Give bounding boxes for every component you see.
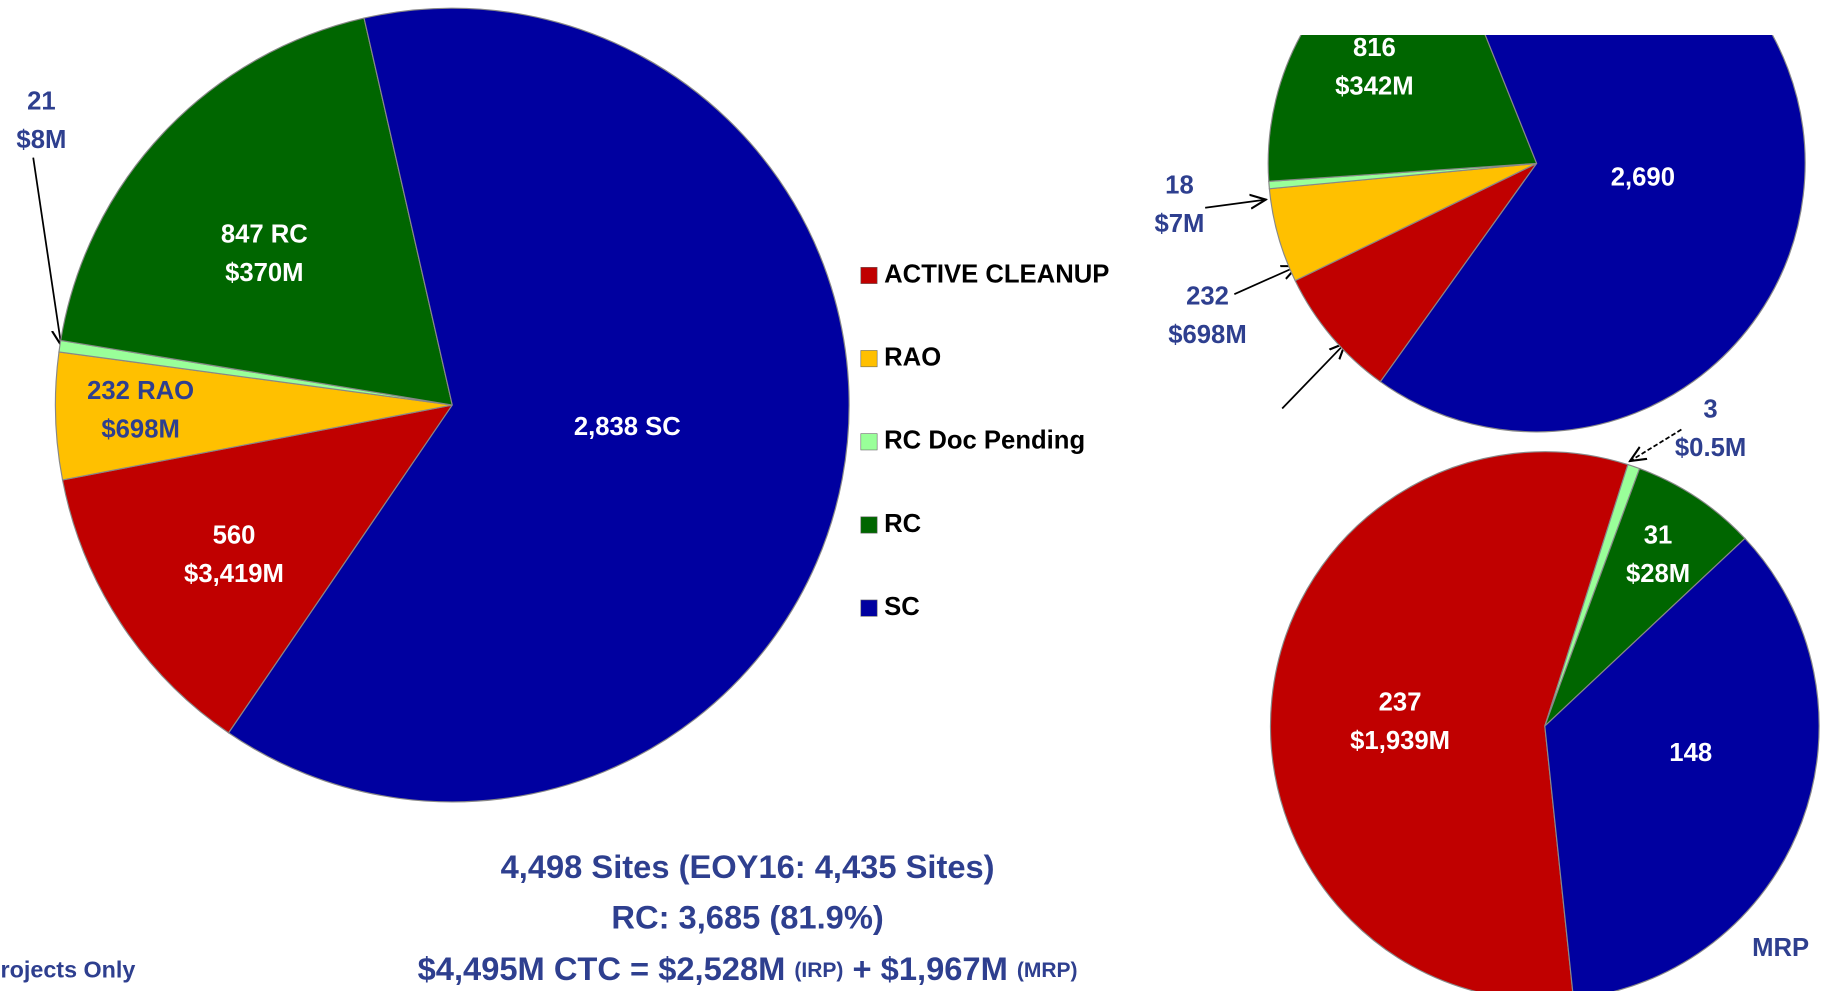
legend-label: SC: [884, 593, 920, 621]
summary-part: + $1,967M: [843, 950, 1016, 987]
footnote: rojects Only: [1, 956, 136, 982]
pie-slice: [1379, 35, 1806, 433]
legend-swatch: [860, 350, 878, 368]
arrow: [1205, 200, 1266, 208]
cost-label: $28M: [1626, 560, 1690, 588]
cost-label: $1,939M: [1350, 727, 1450, 755]
arrow: [32, 157, 61, 346]
pie-slice: [60, 17, 454, 406]
data-label: 18: [1165, 172, 1194, 200]
pie-slice: [1544, 537, 1820, 996]
cost-label: $370M: [225, 259, 303, 287]
cost-label: $0.5M: [1675, 434, 1746, 462]
data-label: 148: [1669, 739, 1712, 767]
data-label: 232 RAO: [87, 377, 194, 405]
cost-label: $7M: [1155, 210, 1205, 238]
cost-label: $3,419M: [184, 560, 284, 588]
data-label: 21: [27, 87, 56, 115]
cost-label: $698M: [101, 415, 179, 443]
legend-label: RAO: [884, 343, 941, 371]
pie: [1267, 35, 1806, 433]
cost-label: $342M: [1335, 72, 1413, 100]
data-label: 560: [213, 522, 256, 550]
data-label: 31: [1644, 522, 1673, 550]
summary-line: RC: 3,685 (81.9%): [611, 898, 883, 935]
data-label: 3: [1703, 396, 1717, 424]
data-label: 237: [1379, 689, 1422, 717]
legend-swatch: [860, 516, 878, 534]
summary-line: 4,498 Sites (EOY16: 4,435 Sites): [501, 848, 995, 885]
summary-part: (IRP): [794, 959, 843, 982]
data-label: 847 RC: [221, 221, 308, 249]
pie-slice: [1544, 467, 1746, 727]
pie-slice: [61, 404, 454, 734]
pie-slice: [227, 7, 850, 803]
cost-label: $8M: [16, 126, 66, 154]
cost-label: $1,480M: [1205, 414, 1305, 442]
data-label: 2,690: [1611, 163, 1675, 191]
data-label: 2,838 SC: [574, 413, 681, 441]
pie-slice: [1267, 35, 1538, 182]
legend-swatch: [860, 433, 878, 451]
data-label: 232: [1186, 282, 1229, 310]
summary-part: $4,495M CTC = $2,528M: [418, 950, 795, 987]
pie: [54, 7, 850, 803]
pie-slice: [1294, 162, 1538, 383]
data-label: 323: [1234, 376, 1277, 404]
pie: [1270, 451, 1820, 996]
pie-title: MRP: [1752, 934, 1809, 962]
data-label: 816: [1353, 34, 1396, 62]
legend-label: RC Doc Pending: [884, 427, 1085, 455]
legend-label: RC: [884, 510, 921, 538]
legend-label: ACTIVE CLEANUP: [884, 260, 1109, 288]
arrow: [1281, 343, 1345, 410]
cost-label: $698M: [1168, 321, 1246, 349]
pie-slice: [1270, 451, 1629, 996]
legend-swatch: [860, 267, 878, 284]
arrow: [1630, 428, 1682, 462]
legend-swatch: [860, 599, 878, 617]
summary-part: (MRP): [1017, 959, 1078, 982]
summary-line: $4,495M CTC = $2,528M (IRP) + $1,967M (M…: [418, 950, 1078, 987]
arrow: [1233, 266, 1297, 295]
